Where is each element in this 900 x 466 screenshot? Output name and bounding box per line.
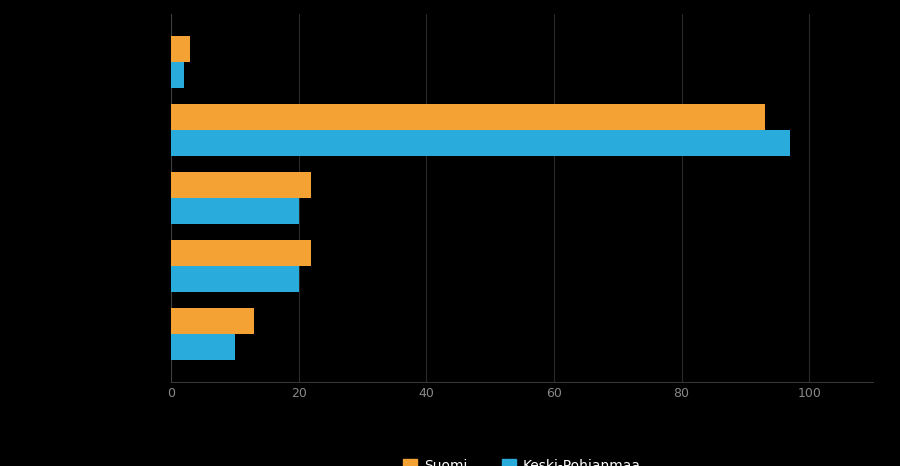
Bar xyxy=(171,266,299,292)
Bar xyxy=(171,240,311,266)
Bar xyxy=(171,104,764,130)
Bar xyxy=(171,308,254,335)
Bar xyxy=(171,62,184,88)
Bar xyxy=(171,130,790,156)
Bar xyxy=(171,335,235,360)
Bar xyxy=(171,36,190,62)
Legend: Suomi, Keski-Pohjanmaa: Suomi, Keski-Pohjanmaa xyxy=(398,453,646,466)
Bar xyxy=(171,198,299,224)
Bar xyxy=(171,172,311,198)
